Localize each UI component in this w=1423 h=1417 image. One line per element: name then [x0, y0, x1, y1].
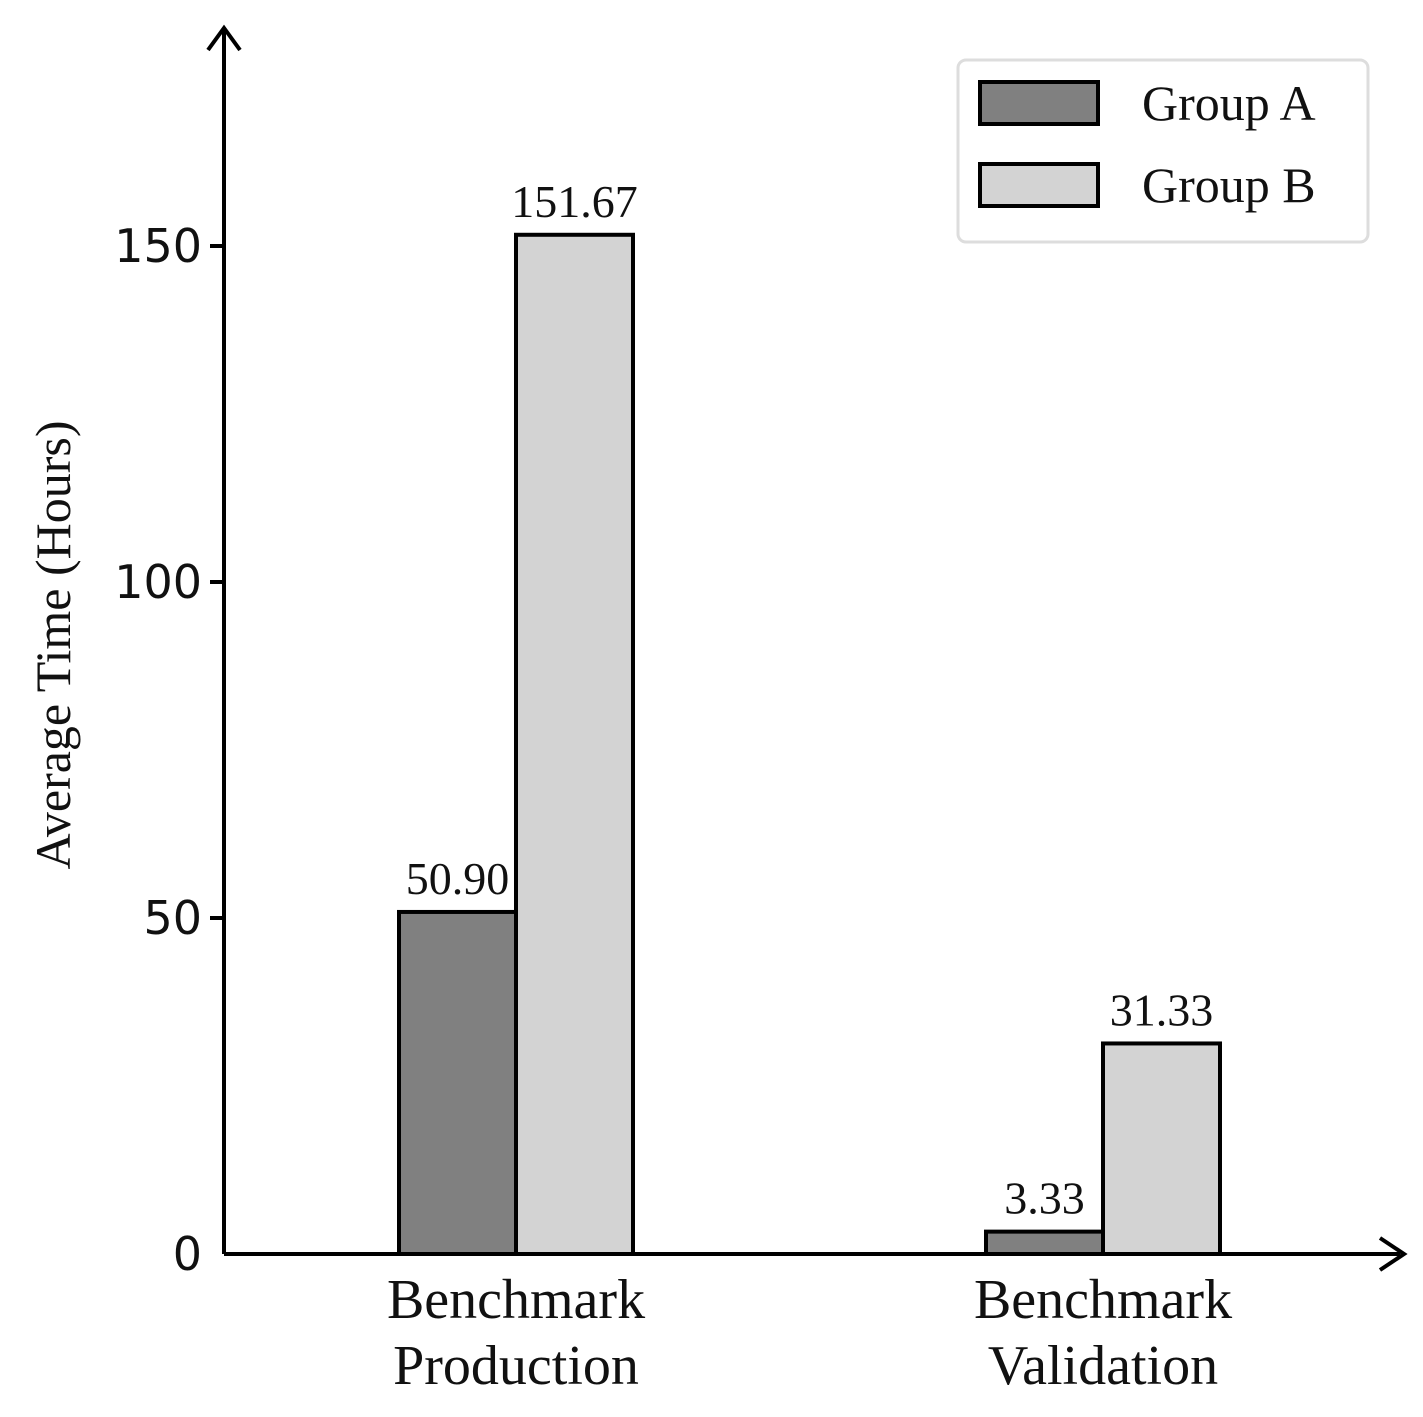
- y-tick-label: 100: [114, 555, 202, 609]
- x-tick-label-line: Production: [393, 1335, 639, 1397]
- y-tick-label: 0: [173, 1227, 202, 1281]
- data-label: 3.33: [1004, 1173, 1085, 1224]
- bar-group-b-0: [514, 232, 635, 1257]
- bars-layer: [397, 232, 1222, 1257]
- y-axis-arrow: [206, 24, 242, 52]
- data-label: 151.67: [511, 176, 638, 227]
- data-label: 31.33: [1110, 984, 1214, 1035]
- x-tick-label-line: Benchmark: [974, 1269, 1232, 1331]
- x-tick-label: Benchmark Validation: [974, 1269, 1232, 1397]
- x-tick-label-line: Validation: [988, 1335, 1218, 1397]
- x-tick-label-line: Benchmark: [387, 1269, 645, 1331]
- y-ticks-layer: 0 50 100 150: [114, 219, 224, 1281]
- x-tick-label: Benchmark Production: [387, 1269, 645, 1397]
- x-axis-arrow: [1378, 1236, 1408, 1272]
- bar-group-b-1: [1101, 1041, 1222, 1256]
- legend-swatch-group-b: [978, 162, 1100, 208]
- bar-group-a-1: [984, 1229, 1105, 1257]
- y-tick-label: 50: [143, 891, 202, 945]
- legend-label: Group B: [1142, 157, 1316, 213]
- legend: Group A Group B: [956, 58, 1370, 244]
- y-tick-label: 150: [114, 219, 202, 273]
- legend-label: Group A: [1142, 75, 1316, 131]
- y-axis-label: Average Time (Hours): [25, 421, 81, 870]
- axes-layer: [206, 24, 1408, 1272]
- bar-group-a-0: [397, 909, 518, 1257]
- data-label: 50.90: [406, 853, 510, 904]
- legend-swatch-group-a: [978, 80, 1100, 126]
- data-labels-layer: 50.90 151.67 3.33 31.33: [406, 176, 1214, 1224]
